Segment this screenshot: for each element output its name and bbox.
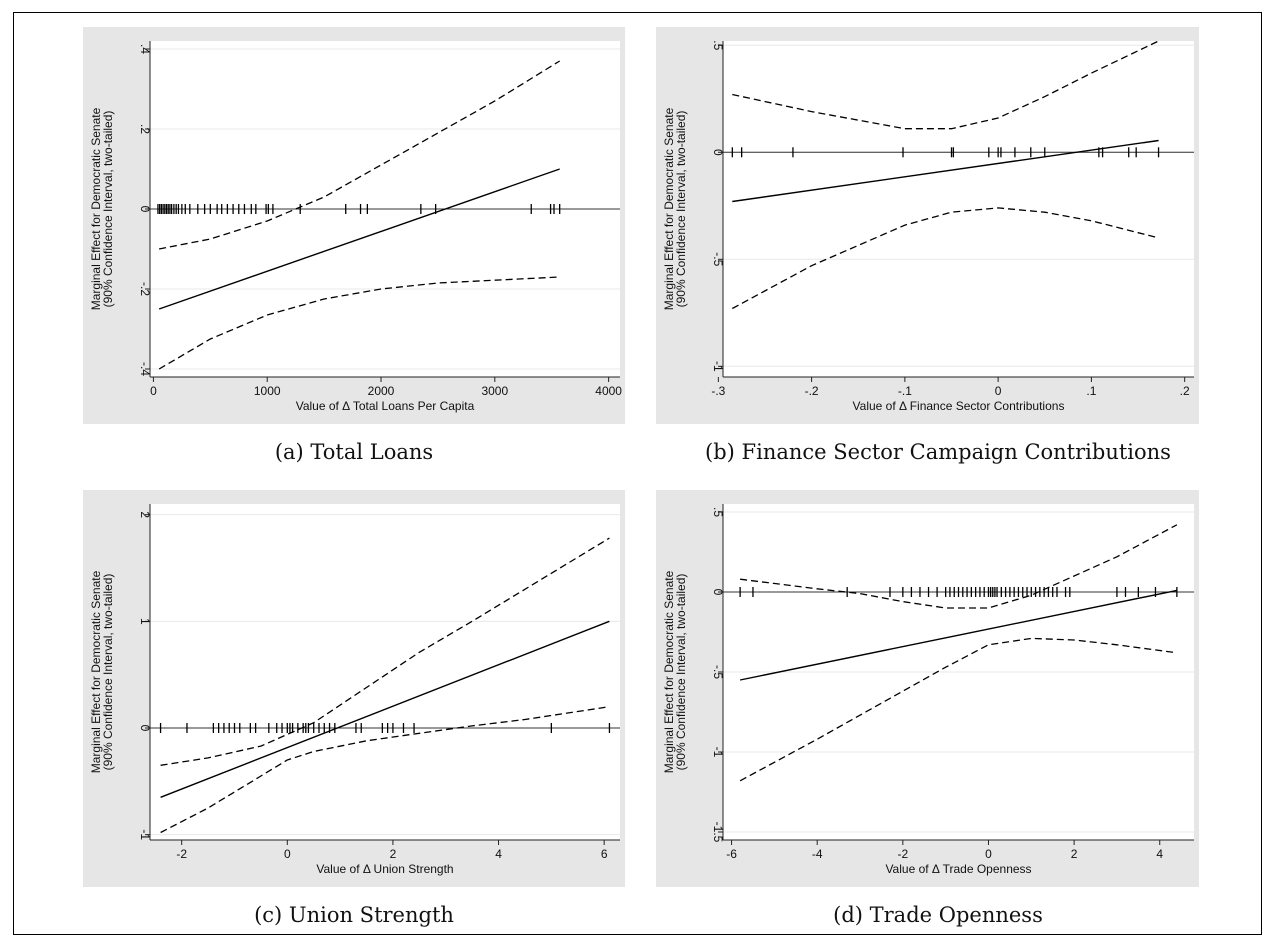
y-tick-label: -.2: [138, 282, 152, 296]
x-tick-label: -6: [726, 847, 737, 861]
panel-union-strength: -1 0 1 2 -2 0 2 4 6 Value of Δ Union Strength Marg…: [83, 490, 625, 887]
x-axis-title: Value of Δ Trade Openness: [885, 862, 1031, 876]
marginal-effect-line: [739, 589, 1178, 681]
panel-trade-openness: -1.5 -1 -.5 0 .5 -6 -4 -2 0 2 4 Value of Δ Trade Op…: [656, 490, 1199, 887]
caption-total-loans: (a) Total Loans: [274, 440, 434, 464]
figure-frame: [13, 12, 1262, 935]
x-tick-label: 0: [150, 384, 157, 398]
y-tick-label: .5: [711, 507, 725, 517]
y-axis-title-line: Marginal Effect for Democratic Senate: [662, 107, 676, 310]
x-tick-label: 0: [995, 384, 1002, 398]
panel-total-loans: -.4 -.2 0 .2 .4 0 1000 2000 3000 4000 Value of Δ T…: [83, 27, 625, 424]
x-tick-label: -.2: [805, 384, 819, 398]
x-tick-label: 0: [284, 847, 291, 861]
x-tick-label: 2: [1071, 847, 1078, 861]
x-tick-label: 4: [495, 847, 502, 861]
x-tick-label: 3000: [481, 384, 508, 398]
x-tick-label: .2: [1180, 384, 1190, 398]
chart-total-loans: -.4 -.2 0 .2 .4 0 1000 2000 3000 4000 Value of Δ T…: [83, 27, 625, 424]
caption-union-strength: (c) Union Strength: [254, 903, 454, 927]
lower-ci-line: [158, 276, 560, 370]
x-tick-label: 4000: [595, 384, 622, 398]
y-tick-label: -.4: [138, 362, 152, 376]
x-tick-label: -4: [812, 847, 823, 861]
x-tick-label: -.3: [711, 384, 725, 398]
y-tick-label: -1.5: [711, 822, 725, 843]
chart-union-strength: -1 0 1 2 -2 0 2 4 6 Value of Δ Union Strength Marg…: [83, 490, 625, 887]
chart-finance-contributions: -1 -.5 0 .5 -.3 -.2 -.1 0 .1 .2 Value of Δ Finance…: [656, 27, 1199, 424]
lower-ci-line: [739, 637, 1177, 782]
y-tick-label: 2: [138, 511, 152, 518]
x-tick-label: .1: [1086, 384, 1096, 398]
marginal-effect-line: [732, 139, 1159, 203]
x-tick-label: 1000: [254, 384, 281, 398]
caption-finance-contributions: (b) Finance Sector Campaign Contribution…: [705, 440, 1171, 464]
y-axis-title-line: (90% Confidence Interval, two-tailed): [101, 111, 115, 308]
upper-ci-line: [160, 537, 610, 766]
y-tick-label: 0: [138, 206, 152, 213]
marginal-effect-line: [158, 168, 560, 310]
x-tick-label: 6: [601, 847, 608, 861]
y-axis-title-line: (90% Confidence Interval, two-tailed): [674, 574, 688, 771]
y-axis-title-line: Marginal Effect for Democratic Senate: [89, 107, 103, 310]
x-axis-title: Value of Δ Total Loans Per Capita: [296, 399, 475, 413]
chart-trade-openness: -1.5 -1 -.5 0 .5 -6 -4 -2 0 2 4 Value of Δ Trade Op…: [656, 490, 1199, 887]
x-axis-title: Value of Δ Finance Sector Contributions: [853, 399, 1065, 413]
y-tick-label: 0: [711, 589, 725, 596]
upper-ci-line: [740, 524, 1178, 609]
y-axis-title-line: Marginal Effect for Democratic Senate: [89, 570, 103, 773]
y-tick-label: .5: [711, 40, 725, 50]
y-tick-label: .4: [138, 44, 152, 54]
caption-trade-openness: (d) Trade Openness: [833, 903, 1043, 927]
plot-area: [150, 504, 620, 840]
x-tick-label: -2: [176, 847, 187, 861]
upper-ci-line: [158, 60, 561, 250]
x-tick-label: 0: [985, 847, 992, 861]
x-tick-label: 4: [1156, 847, 1163, 861]
y-axis-title-line: Marginal Effect for Democratic Senate: [662, 570, 676, 773]
y-tick-label: 1: [138, 618, 152, 625]
x-tick-label: -2: [898, 847, 909, 861]
y-tick-label: -1: [711, 747, 725, 758]
upper-ci-line: [732, 40, 1159, 130]
panel-finance-contributions: -1 -.5 0 .5 -.3 -.2 -.1 0 .1 .2 Value of Δ Finance…: [656, 27, 1199, 424]
y-tick-label: -1: [138, 829, 152, 840]
y-tick-label: -.5: [711, 665, 725, 679]
y-tick-label: -.5: [711, 252, 725, 266]
y-tick-label: 0: [138, 725, 152, 732]
lower-ci-line: [160, 706, 610, 834]
y-tick-label: 0: [711, 149, 725, 156]
x-axis-title: Value of Δ Union Strength: [316, 862, 453, 876]
marginal-effect-line: [160, 620, 610, 798]
x-tick-label: 2000: [368, 384, 395, 398]
y-tick-label: -1: [711, 361, 725, 372]
x-tick-label: 2: [390, 847, 397, 861]
y-axis-title-line: (90% Confidence Interval, two-tailed): [101, 574, 115, 771]
x-tick-label: -.1: [898, 384, 912, 398]
y-tick-label: .2: [138, 124, 152, 134]
y-axis-title-line: (90% Confidence Interval, two-tailed): [674, 111, 688, 308]
plot-area: [723, 41, 1194, 377]
